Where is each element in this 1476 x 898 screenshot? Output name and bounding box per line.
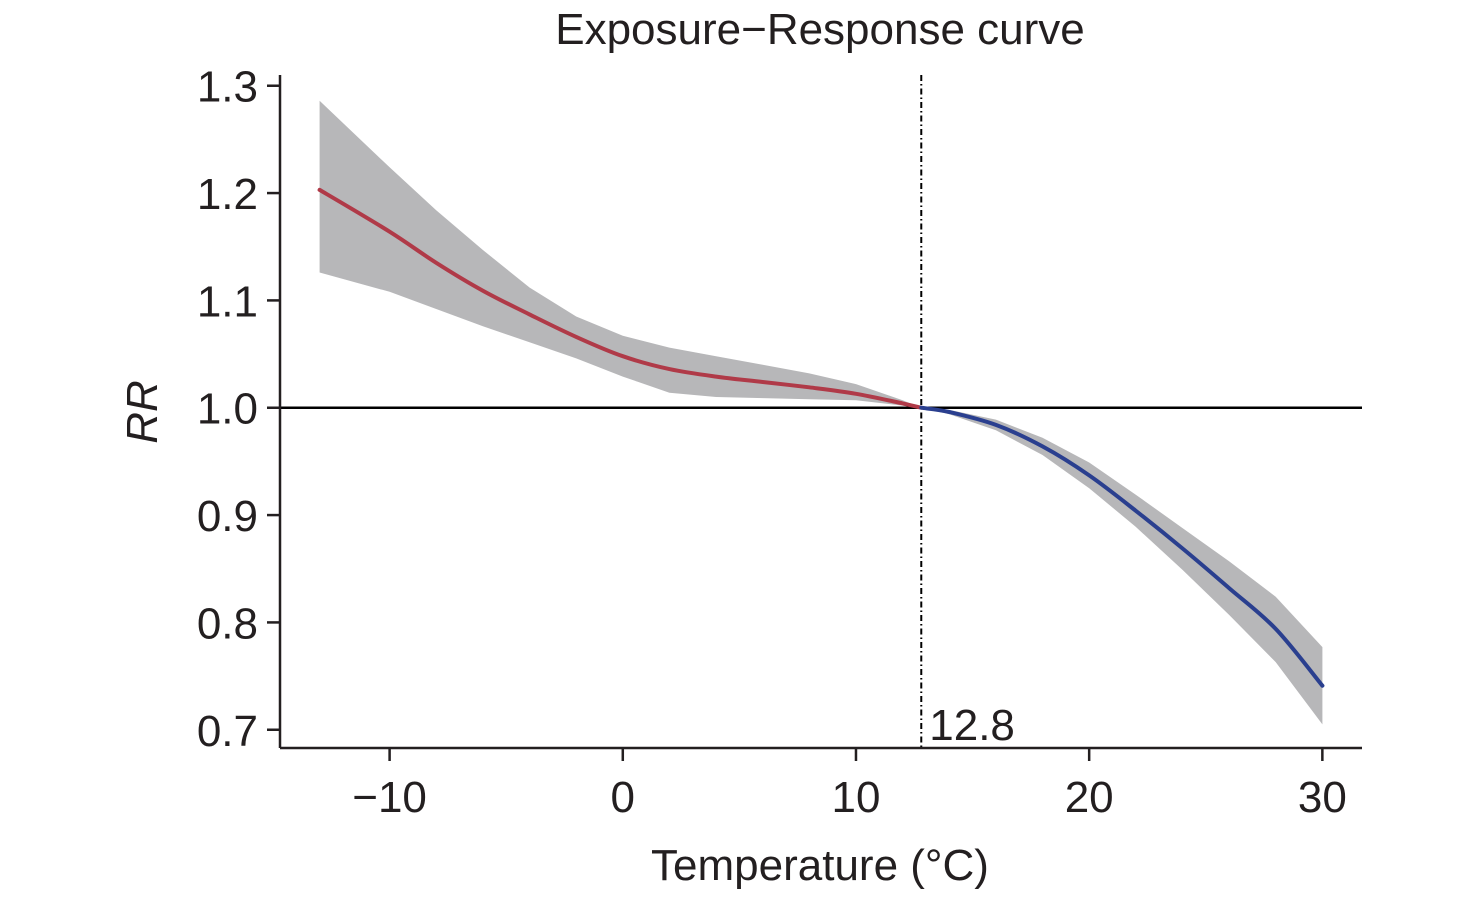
y-tick-label: 1.3	[197, 63, 258, 112]
x-tick-label: 0	[611, 773, 635, 822]
confidence-band-1	[319, 100, 922, 408]
x-tick-label: 20	[1065, 773, 1114, 822]
series-line-2	[919, 405, 1325, 688]
plot-area: 0.7 0.8 0.9 1.0 1.1 1.2 1.3 −10 0 10 20 30 12.8	[197, 63, 1362, 822]
y-tick-label: 0.8	[197, 599, 258, 648]
y-tick-label: 1.1	[197, 277, 258, 326]
series-line-1	[317, 187, 924, 410]
y-tick-label: 1.0	[197, 385, 258, 434]
x-tick-label: 10	[832, 773, 881, 822]
threshold-label: 12.8	[929, 701, 1015, 750]
y-tick-label: 1.2	[197, 170, 258, 219]
x-tick-label: −10	[352, 773, 427, 822]
y-axis-label: RR	[118, 380, 167, 444]
chart-title: Exposure−Response curve	[555, 5, 1085, 54]
confidence-band-2	[921, 407, 1323, 725]
x-axis-label: Temperature (°C)	[651, 841, 989, 890]
x-tick-label: 30	[1298, 773, 1347, 822]
y-tick-label: 0.9	[197, 492, 258, 541]
y-tick-label: 0.7	[197, 707, 258, 756]
